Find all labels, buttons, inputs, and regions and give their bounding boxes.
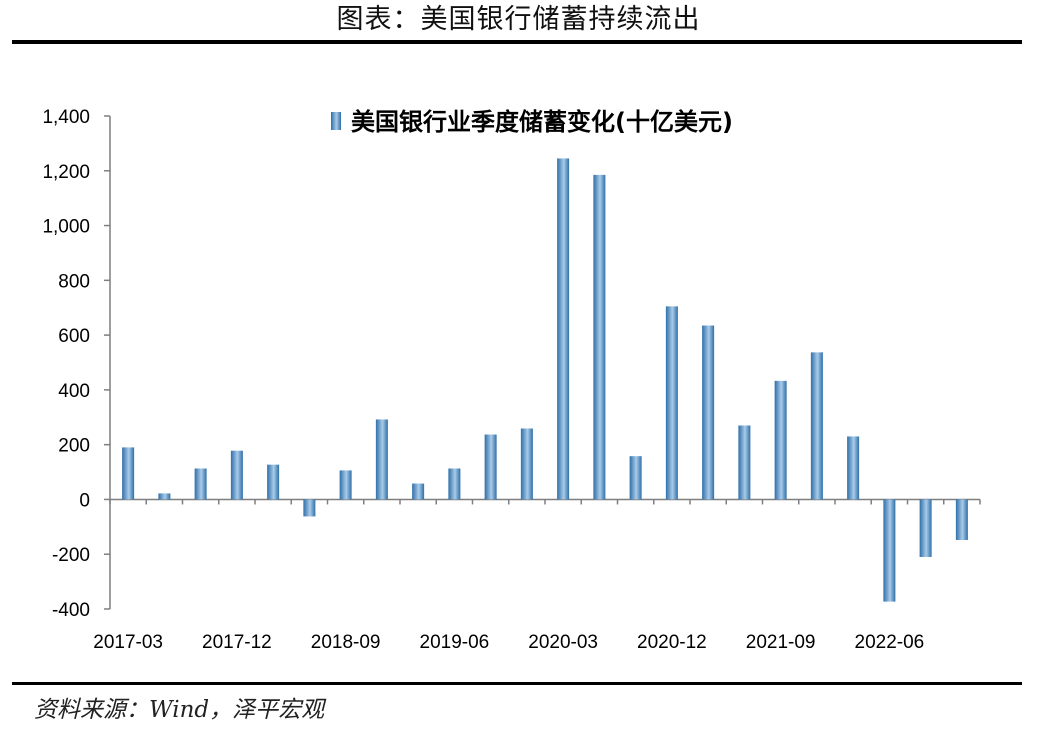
bar-2018-03 [267, 464, 280, 500]
bar-2018-12 [375, 419, 388, 500]
bar-2019-03 [412, 483, 425, 500]
y-tick-label: -200 [52, 545, 90, 566]
x-tick-label: 2020-12 [637, 632, 707, 653]
bar-2019-09 [484, 434, 497, 500]
x-tick-label: 2020-03 [528, 632, 598, 653]
y-tick-label: 1,400 [42, 107, 90, 128]
y-tick-label: -400 [52, 600, 90, 621]
bar-2019-06 [448, 468, 461, 500]
bar-2020-03 [557, 158, 570, 500]
x-tick-label: 2018-09 [311, 632, 381, 653]
bar-2021-09 [774, 380, 787, 500]
y-tick-label: 1,000 [42, 217, 90, 238]
bar-2020-09 [629, 456, 642, 500]
y-tick-labels: -400 -200 0 200 400 600 800 1,000 1,200 1,400 [42, 107, 90, 621]
x-tick-labels: 2017-03 2017-12 2018-09 2019-06 2020-03 2020-… [93, 632, 924, 653]
footer-divider [12, 682, 1022, 685]
chart-bars [122, 158, 968, 602]
bar-2017-06 [158, 493, 171, 500]
x-tick-label: 2017-03 [93, 632, 163, 653]
bar-2022-12 [955, 499, 968, 540]
x-tick-label: 2021-09 [746, 632, 816, 653]
bar-2019-12 [520, 428, 533, 500]
bar-2022-03 [847, 436, 860, 500]
source-note: 资料来源：Wind，泽平宏观 [34, 697, 325, 723]
page-title: 图表：美国银行储蓄持续流出 [336, 4, 701, 35]
y-tick-label: 0 [79, 490, 90, 511]
bar-2017-03 [122, 447, 135, 500]
chart-legend: 美国银行业季度储蓄变化(十亿美元) [331, 108, 733, 136]
title-divider [12, 40, 1022, 44]
bar-2017-09 [194, 468, 207, 500]
bar-2021-03 [702, 325, 715, 500]
x-tick-label: 2019-06 [420, 632, 490, 653]
bar-2021-06 [738, 425, 751, 500]
bar-2020-12 [665, 306, 678, 500]
y-tick-label: 600 [58, 326, 90, 347]
legend-label: 美国银行业季度储蓄变化(十亿美元) [351, 108, 733, 136]
bar-2022-09 [919, 499, 932, 557]
bar-2020-06 [593, 174, 606, 500]
y-tick-label: 200 [58, 436, 90, 457]
bar-2018-06 [303, 499, 316, 517]
y-tick-label: 800 [58, 271, 90, 292]
bar-2021-12 [810, 352, 823, 500]
bar-2022-06 [883, 499, 896, 602]
y-tick-label: 1,200 [42, 162, 90, 183]
bar-2017-12 [230, 450, 243, 500]
chart-axes [104, 115, 981, 610]
x-tick-label: 2022-06 [855, 632, 925, 653]
x-tick-label: 2017-12 [202, 632, 272, 653]
legend-swatch [331, 112, 341, 130]
bar-chart: -400 -200 0 200 400 600 800 1,000 1,200 1,400 201… [42, 107, 981, 653]
bar-2018-09 [339, 470, 352, 500]
y-tick-label: 400 [58, 381, 90, 402]
